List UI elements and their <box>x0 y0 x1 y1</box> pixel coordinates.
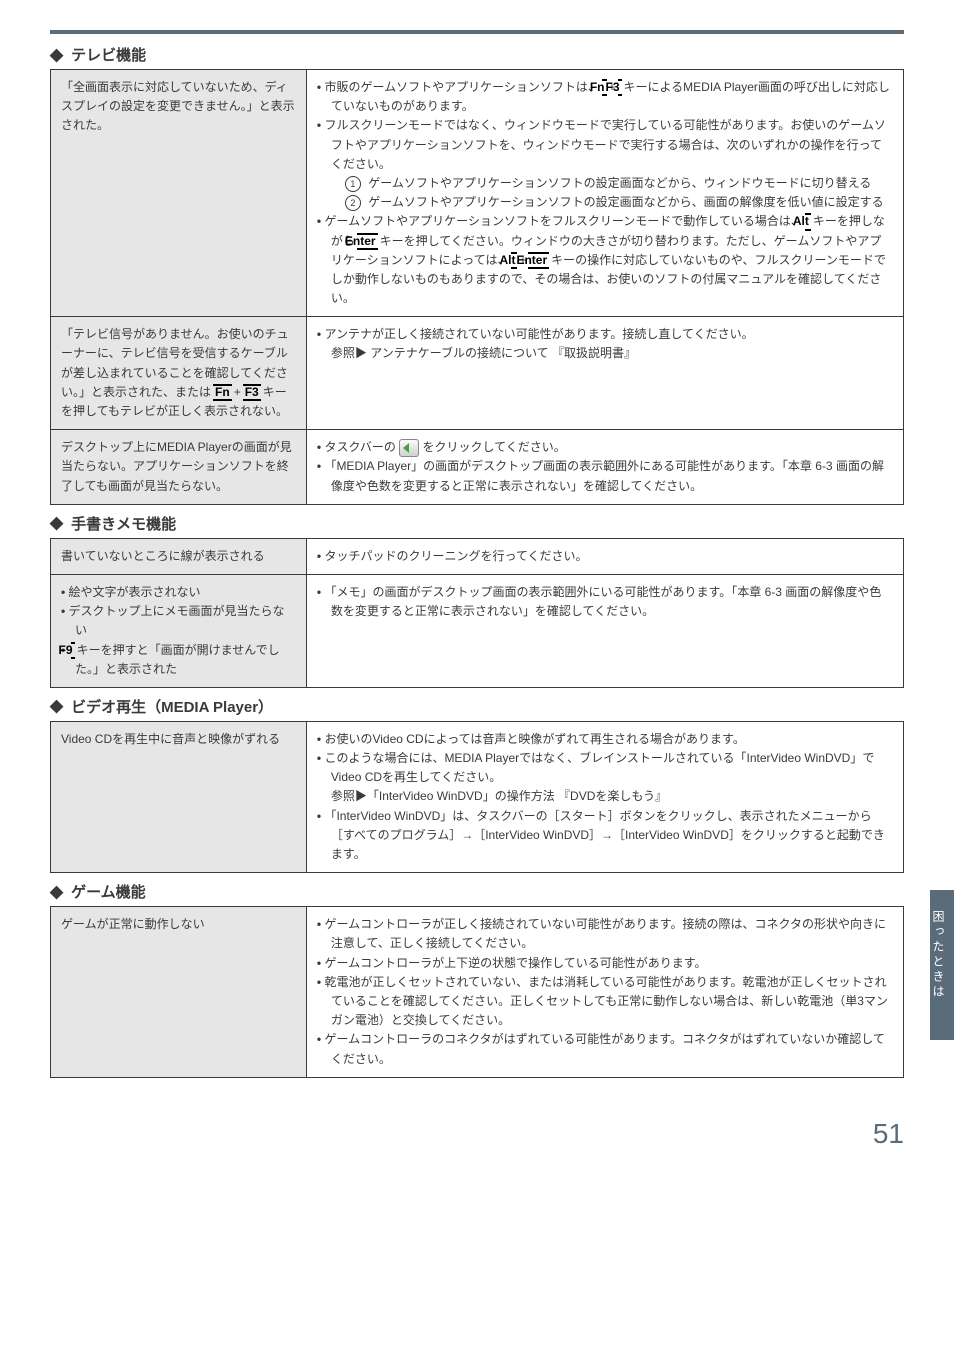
bullet-item: 「メモ」の画面がデスクトップ画面の表示範囲外にいる可能性があります。「本章 6-… <box>317 583 893 621</box>
sub-item: 1 ゲームソフトやアプリケーションソフトの設定画面などから、ウィンドウモードに切… <box>317 174 893 193</box>
table-game: ゲームが正常に動作しないゲームコントローラが正しく接続されていない可能性がありま… <box>50 906 904 1078</box>
solution-cell: タッチパッドのクリーニングを行ってください。 <box>306 538 903 574</box>
symptom-cell: ゲームが正常に動作しない <box>51 907 307 1078</box>
bullet-item: お使いのVideo CDによっては音声と映像がずれて再生される場合があります。 <box>317 730 893 749</box>
section-heading-memo: ◆ 手書きメモ機能 <box>50 513 904 534</box>
diamond-icon: ◆ <box>50 513 63 533</box>
table-body-video: Video CDを再生中に音声と映像がずれるお使いのVideo CDによっては音… <box>51 721 904 872</box>
solution-cell: お使いのVideo CDによっては音声と映像がずれて再生される場合があります。こ… <box>306 721 903 872</box>
table-body-tv: 「全画面表示に対応していないため、ディスプレイの設定を変更できません。」と表示さ… <box>51 70 904 505</box>
table-row: Video CDを再生中に音声と映像がずれるお使いのVideo CDによっては音… <box>51 721 904 872</box>
table-row: 絵や文字が表示されないデスクトップ上にメモ画面が見当たらないF9キーを押すと「画… <box>51 574 904 687</box>
diamond-icon: ◆ <box>50 45 63 65</box>
table-body-memo: 書いていないところに線が表示されるタッチパッドのクリーニングを行ってください。絵… <box>51 538 904 687</box>
solution-cell: タスクバーの をクリックしてください。「MEDIA Player」の画面がデスク… <box>306 430 903 505</box>
table-body-game: ゲームが正常に動作しないゲームコントローラが正しく接続されていない可能性がありま… <box>51 907 904 1078</box>
diamond-icon: ◆ <box>50 696 63 716</box>
side-tab: 困ったときは <box>930 890 954 1040</box>
section-title: テレビ機能 <box>71 44 146 65</box>
bullet-item: タスクバーの をクリックしてください。 <box>317 438 893 457</box>
bullet-item: このような場合には、MEDIA Playerではなく、ブレインストールされている… <box>317 749 893 807</box>
symptom-cell: Video CDを再生中に音声と映像がずれる <box>51 721 307 872</box>
section-heading-game: ◆ ゲーム機能 <box>50 881 904 902</box>
solution-cell: アンテナが正しく接続されていない可能性があります。接続し直してください。参照▶ … <box>306 317 903 430</box>
page-number: 51 <box>0 1118 904 1150</box>
table-video: Video CDを再生中に音声と映像がずれるお使いのVideo CDによっては音… <box>50 721 904 873</box>
table-memo: 書いていないところに線が表示されるタッチパッドのクリーニングを行ってください。絵… <box>50 538 904 688</box>
symptom-cell: 絵や文字が表示されないデスクトップ上にメモ画面が見当たらないF9キーを押すと「画… <box>51 574 307 687</box>
section-title: ビデオ再生（MEDIA Player） <box>71 696 273 717</box>
bullet-item: アンテナが正しく接続されていない可能性があります。接続し直してください。参照▶ … <box>317 325 893 363</box>
sub-item: 2 ゲームソフトやアプリケーションソフトの設定画面などから、画面の解像度を低い値… <box>317 193 893 212</box>
symptom-cell: 「テレビ信号がありません。お使いのチューナーに、テレビ信号を受信するケーブルが差… <box>51 317 307 430</box>
bullet-item: タッチパッドのクリーニングを行ってください。 <box>317 547 893 566</box>
section-title: ゲーム機能 <box>71 881 146 902</box>
bullet-item: 「InterVideo WinDVD」は、タスクバーの［スタート］ボタンをクリッ… <box>317 807 893 865</box>
table-tv: 「全画面表示に対応していないため、ディスプレイの設定を変更できません。」と表示さ… <box>50 69 904 505</box>
solution-cell: ゲームコントローラが正しく接続されていない可能性があります。接続の際は、コネクタ… <box>306 907 903 1078</box>
solution-cell: 市販のゲームソフトやアプリケーションソフトは、Fn+F3キーによるMEDIA P… <box>306 70 903 317</box>
table-row: ゲームが正常に動作しないゲームコントローラが正しく接続されていない可能性がありま… <box>51 907 904 1078</box>
bullet-item: ゲームコントローラのコネクタがはずれている可能性があります。コネクタがはずれてい… <box>317 1030 893 1068</box>
table-row: 「全画面表示に対応していないため、ディスプレイの設定を変更できません。」と表示さ… <box>51 70 904 317</box>
solution-cell: 「メモ」の画面がデスクトップ画面の表示範囲外にいる可能性があります。「本章 6-… <box>306 574 903 687</box>
symptom-cell: 「全画面表示に対応していないため、ディスプレイの設定を変更できません。」と表示さ… <box>51 70 307 317</box>
bullet-item: ゲームソフトやアプリケーションソフトをフルスクリーンモードで動作している場合は、… <box>317 212 893 308</box>
diamond-icon: ◆ <box>50 882 63 902</box>
table-row: デスクトップ上にMEDIA Playerの画面が見当たらない。アプリケーションソ… <box>51 430 904 505</box>
top-divider <box>50 30 904 34</box>
section-heading-tv: ◆ テレビ機能 <box>50 44 904 65</box>
section-heading-video: ◆ ビデオ再生（MEDIA Player） <box>50 696 904 717</box>
symptom-cell: 書いていないところに線が表示される <box>51 538 307 574</box>
table-row: 書いていないところに線が表示されるタッチパッドのクリーニングを行ってください。 <box>51 538 904 574</box>
table-row: 「テレビ信号がありません。お使いのチューナーに、テレビ信号を受信するケーブルが差… <box>51 317 904 430</box>
bullet-item: 乾電池が正しくセットされていない、または消耗している可能性があります。乾電池が正… <box>317 973 893 1031</box>
symptom-cell: デスクトップ上にMEDIA Playerの画面が見当たらない。アプリケーションソ… <box>51 430 307 505</box>
bullet-item: 「MEDIA Player」の画面がデスクトップ画面の表示範囲外にある可能性があ… <box>317 457 893 495</box>
side-tab-label: 困ったときは <box>930 890 947 1000</box>
main-content: ◆ テレビ機能 「全画面表示に対応していないため、ディスプレイの設定を変更できま… <box>50 44 904 1078</box>
bullet-item: ゲームコントローラが正しく接続されていない可能性があります。接続の際は、コネクタ… <box>317 915 893 953</box>
bullet-item: 市販のゲームソフトやアプリケーションソフトは、Fn+F3キーによるMEDIA P… <box>317 78 893 116</box>
bullet-item: ゲームコントローラが上下逆の状態で操作している可能性があります。 <box>317 954 893 973</box>
section-title: 手書きメモ機能 <box>71 513 176 534</box>
bullet-item: フルスクリーンモードではなく、ウィンドウモードで実行している可能性があります。お… <box>317 116 893 174</box>
